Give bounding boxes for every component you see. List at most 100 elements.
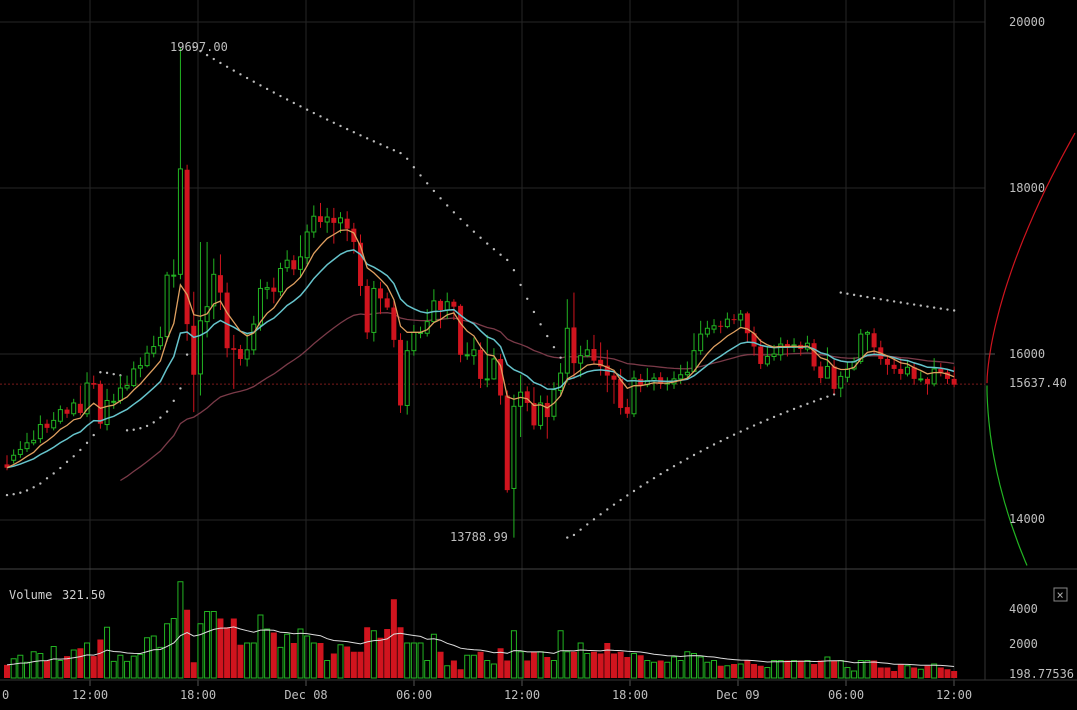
volume-bar-down <box>637 655 644 678</box>
volume-bar-down <box>330 653 337 678</box>
volume-bar-up <box>137 653 144 679</box>
volume-bar-down <box>937 667 944 678</box>
candle-body-down <box>591 349 597 361</box>
psar-dot <box>325 118 329 121</box>
volume-bar-up <box>70 649 77 679</box>
volume-bar-up <box>264 628 271 679</box>
psar-dot <box>239 73 242 76</box>
volume-bar-up <box>697 656 704 679</box>
candle-body-up <box>104 399 110 426</box>
volume-bar-up <box>404 642 411 679</box>
volume-bar-down <box>924 665 931 678</box>
volume-bar-up <box>30 651 37 679</box>
volume-bar-up <box>117 654 124 679</box>
candle-body-up <box>838 375 844 389</box>
candle-body-down <box>478 349 484 379</box>
x-tick-label: 18:00 <box>612 688 648 702</box>
candle-body-up <box>211 273 217 307</box>
psar-dot <box>119 374 122 377</box>
x-tick-label: 0 <box>2 688 9 702</box>
volume-bar-up <box>777 660 784 679</box>
volume-bar-up <box>917 668 924 679</box>
sma-long-line <box>120 312 955 482</box>
candle-body-up <box>124 385 130 389</box>
volume-bar-up <box>10 658 17 679</box>
candle-body-down <box>391 307 397 340</box>
y-tick-16000: 16000 <box>1009 347 1045 361</box>
psar-dot <box>639 485 642 488</box>
volume-bar-up <box>464 654 471 679</box>
candle-body-down <box>611 375 617 380</box>
volume-panel <box>4 581 958 679</box>
low-annotation: 13788.99 <box>450 530 508 544</box>
volume-bar-down <box>90 656 97 678</box>
candle-body-down <box>384 298 390 308</box>
psar-dot <box>532 310 536 314</box>
volume-bar-down <box>731 664 738 678</box>
candle-body-up <box>31 439 37 444</box>
psar-dot <box>85 441 89 445</box>
psar-dot <box>679 461 682 464</box>
volume-bar-down <box>797 660 804 678</box>
close-volume-button[interactable]: × <box>1053 587 1068 602</box>
candle-body-down <box>398 339 404 406</box>
psar-dot <box>139 427 142 430</box>
candle-body-up <box>157 336 163 347</box>
psar-dot <box>219 61 222 65</box>
x-tick-label: 06:00 <box>396 688 432 702</box>
psar-dot <box>232 69 235 72</box>
volume-bar-down <box>290 643 297 678</box>
psar-dot <box>459 217 462 221</box>
candle-body-down <box>231 348 237 350</box>
psar-dot <box>192 45 195 49</box>
psar-dot <box>432 189 436 193</box>
volume-bar-up <box>484 660 491 679</box>
psar-dot <box>259 84 262 87</box>
volume-bar-down <box>784 660 791 678</box>
candle-body-up <box>904 366 910 375</box>
candle-body-up <box>538 402 544 426</box>
psar-dot <box>466 224 469 227</box>
volume-bar-up <box>150 635 157 679</box>
volume-bar-up <box>584 653 591 679</box>
candle-body-down <box>351 228 357 242</box>
candle-body-up <box>244 349 250 360</box>
volume-bar-down <box>504 660 511 678</box>
psar-dot <box>312 111 316 115</box>
depth-bid-line <box>986 385 1028 566</box>
volume-bar-up <box>791 660 798 679</box>
candle-body-up <box>464 354 470 357</box>
candle-body-up <box>264 287 270 290</box>
candle-body-up <box>844 368 850 378</box>
candle-body-up <box>51 419 57 429</box>
candle-body-up <box>324 216 330 223</box>
volume-bar-up <box>764 667 771 679</box>
volume-bar-up <box>550 660 557 679</box>
psar-dot <box>786 410 789 413</box>
psar-dot <box>859 294 862 298</box>
volume-bar-up <box>104 626 111 679</box>
psar-dot <box>619 498 622 502</box>
psar-dot <box>79 448 82 452</box>
psar-dot <box>572 533 576 537</box>
candle-body-up <box>37 424 43 440</box>
candle-body-down <box>784 344 790 348</box>
psar-dot <box>12 493 15 496</box>
candle-body-up <box>704 327 710 335</box>
volume-last-label: 198.77536 <box>1009 667 1074 681</box>
volume-bar-up <box>297 628 304 679</box>
candle-body-down <box>831 366 837 389</box>
psar-dot <box>932 306 936 309</box>
psar-dot <box>952 309 956 312</box>
volume-bar-down <box>97 639 104 678</box>
sma-long-line <box>120 312 955 482</box>
psar-dot <box>886 299 889 302</box>
candle-body-down <box>271 287 277 292</box>
candle-body-up <box>778 343 784 356</box>
volume-bar-down <box>817 660 824 678</box>
volume-bar-up <box>110 660 117 679</box>
volume-bar-down <box>77 648 84 678</box>
volume-bar-down <box>610 653 617 678</box>
psar-dot <box>739 430 742 433</box>
volume-bar-down <box>184 609 191 678</box>
